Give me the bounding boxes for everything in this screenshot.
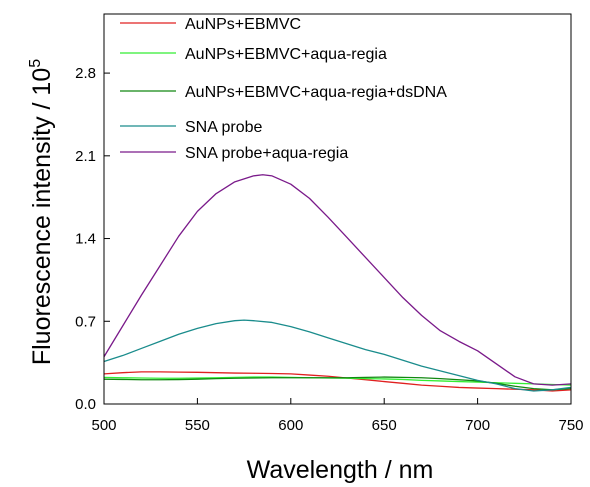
ticks: 500 550 600 650 700 750 0.0 0.7 1.4 2.1 2.8 — [75, 65, 583, 434]
series-line-1 — [103, 371, 572, 392]
y-axis-title-exponent: 5 — [27, 59, 44, 68]
legend-label-1: AuNPs+EBMVC — [185, 16, 301, 33]
x-tick-label: 500 — [91, 417, 116, 434]
x-tick-label: 750 — [558, 417, 583, 434]
legend-label-5: SNA probe+aqua-regia — [185, 145, 348, 162]
y-axis-title: Fluorescence intensity / 105 — [27, 59, 56, 365]
legend-label-2: AuNPs+EBMVC+aqua-regia — [185, 46, 387, 63]
x-tick-label: 600 — [278, 417, 303, 434]
series-line-3 — [103, 376, 572, 391]
x-axis-title: Wavelength / nm — [247, 456, 434, 484]
y-tick-label: 1.4 — [75, 231, 96, 248]
axes — [103, 13, 572, 405]
y-axis-title-main: Fluorescence intensity / 10 — [28, 68, 56, 365]
series-line-5 — [103, 174, 572, 386]
x-tick-label: 700 — [465, 417, 490, 434]
plot-lines — [103, 174, 572, 392]
plot-frame — [103, 13, 572, 405]
y-tick-label: 0.0 — [75, 396, 96, 413]
x-tick-label: 650 — [372, 417, 397, 434]
legend-label-3: AuNPs+EBMVC+aqua-regia+dsDNA — [185, 84, 447, 101]
x-tick-label: 550 — [185, 417, 210, 434]
legend-label-4: SNA probe — [185, 119, 262, 136]
legend: AuNPs+EBMVC AuNPs+EBMVC+aqua-regia AuNPs+E… — [120, 16, 447, 162]
y-tick-label: 2.8 — [75, 65, 96, 82]
y-tick-label: 0.7 — [75, 313, 96, 330]
y-tick-label: 2.1 — [75, 148, 96, 165]
series-line-4 — [103, 319, 572, 392]
